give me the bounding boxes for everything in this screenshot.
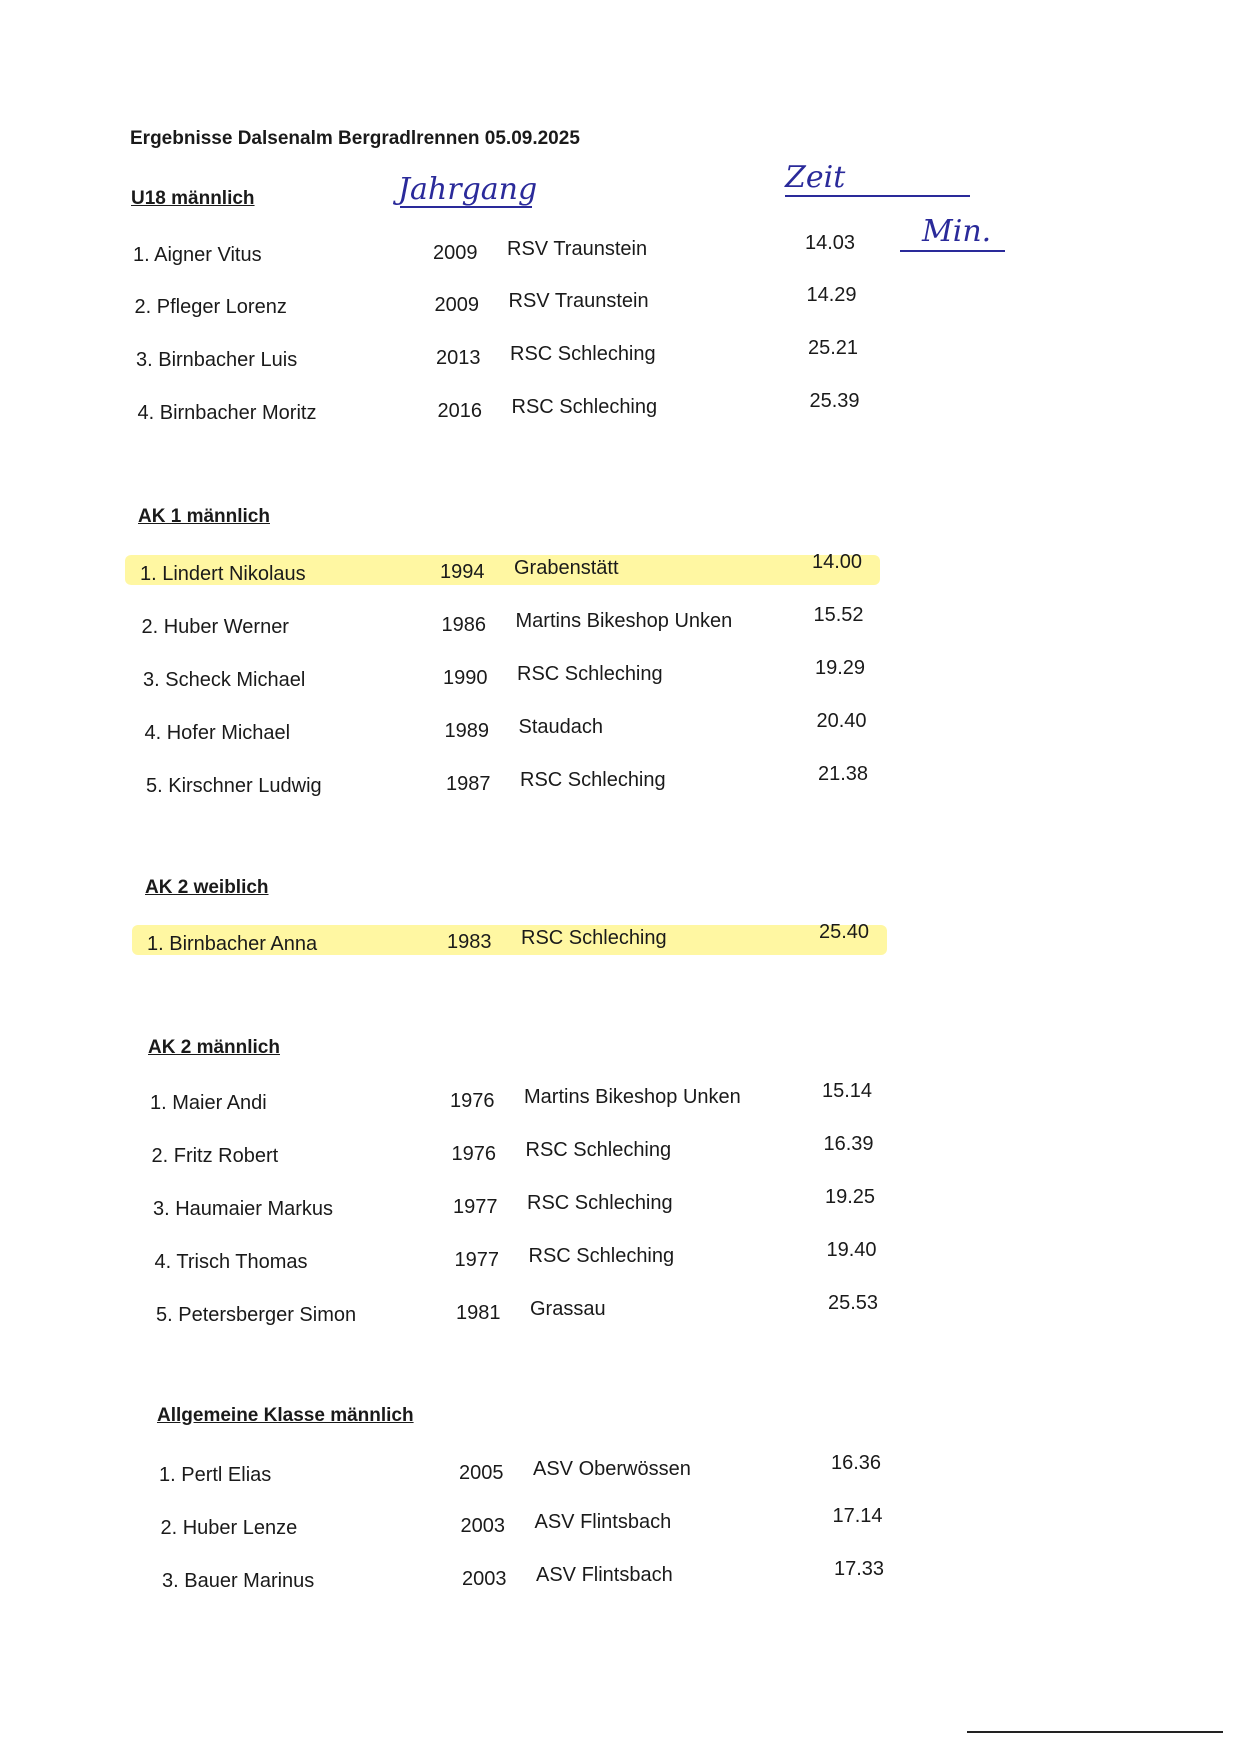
- result-time: 20.40: [816, 710, 867, 732]
- result-club: RSC Schleching: [521, 927, 667, 949]
- result-year: 1994: [440, 561, 485, 583]
- result-year: 2016: [437, 400, 483, 422]
- result-name: 3. Bauer Marinus: [162, 1570, 315, 1592]
- result-time: 14.00: [812, 551, 863, 573]
- result-time: 25.21: [808, 337, 859, 359]
- result-name: 5. Kirschner Ludwig: [146, 775, 322, 797]
- result-time: 25.39: [809, 390, 860, 412]
- result-time: 16.36: [831, 1452, 882, 1474]
- handwritten-year-label: Jahrgang: [398, 172, 538, 207]
- result-club: RSC Schleching: [520, 769, 666, 791]
- result-year: 2009: [433, 242, 478, 264]
- result-time: 17.14: [832, 1505, 883, 1527]
- result-name: 1. Birnbacher Anna: [147, 933, 318, 955]
- result-year: 1987: [446, 773, 491, 795]
- result-year: 2003: [460, 1515, 506, 1537]
- result-year: 2005: [459, 1462, 504, 1484]
- section-heading: U18 männlich: [131, 188, 255, 209]
- result-time: 17.33: [834, 1558, 885, 1580]
- section-heading: AK 1 männlich: [138, 506, 270, 527]
- handwritten-time-label: Zeit: [785, 160, 846, 195]
- result-club: ASV Oberwössen: [533, 1458, 691, 1480]
- result-club: RSC Schleching: [511, 396, 658, 418]
- result-name: 4. Birnbacher Moritz: [137, 402, 317, 424]
- result-club: Martins Bikeshop Unken: [515, 610, 733, 632]
- result-name: 1. Lindert Nikolaus: [140, 563, 306, 585]
- result-year: 1976: [451, 1143, 497, 1165]
- result-time: 15.14: [822, 1080, 873, 1102]
- result-time: 19.25: [825, 1186, 876, 1208]
- section-heading: AK 2 männlich: [148, 1037, 280, 1058]
- result-year: 1981: [456, 1302, 501, 1324]
- result-time: 15.52: [813, 604, 864, 626]
- result-time: 14.29: [806, 284, 857, 306]
- result-time: 19.40: [826, 1239, 877, 1261]
- result-name: 3. Scheck Michael: [143, 669, 306, 691]
- result-club: RSC Schleching: [528, 1245, 675, 1267]
- handwritten-underline: [400, 206, 532, 208]
- result-club: RSC Schleching: [517, 663, 663, 685]
- result-year: 1977: [453, 1196, 498, 1218]
- result-club: RSC Schleching: [510, 343, 656, 365]
- result-club: Martins Bikeshop Unken: [524, 1086, 741, 1108]
- result-club: RSC Schleching: [527, 1192, 673, 1214]
- result-name: 2. Pfleger Lorenz: [134, 296, 287, 318]
- highlight-marker: [132, 925, 887, 955]
- handwritten-underline: [900, 250, 1005, 252]
- result-club: RSV Traunstein: [508, 290, 649, 312]
- result-year: 2009: [434, 294, 480, 316]
- result-year: 1976: [450, 1090, 495, 1112]
- result-name: 3. Haumaier Markus: [153, 1198, 334, 1220]
- result-year: 1989: [444, 720, 490, 742]
- result-year: 1990: [443, 667, 488, 689]
- result-club: RSC Schleching: [525, 1139, 672, 1161]
- result-year: 2003: [462, 1568, 507, 1590]
- handwritten-underline: [785, 195, 970, 197]
- result-year: 1977: [454, 1249, 500, 1271]
- result-name: 3. Birnbacher Luis: [136, 349, 298, 371]
- footer-line: [967, 1731, 1223, 1733]
- result-year: 1983: [447, 931, 492, 953]
- result-name: 2. Huber Werner: [141, 616, 289, 638]
- result-time: 25.53: [828, 1292, 879, 1314]
- result-club: Grabenstätt: [514, 557, 619, 579]
- result-time: 16.39: [823, 1133, 874, 1155]
- highlight-marker: [125, 555, 880, 585]
- result-name: 1. Pertl Elias: [159, 1464, 272, 1486]
- result-name: 5. Petersberger Simon: [156, 1304, 357, 1326]
- result-name: 2. Fritz Robert: [151, 1145, 279, 1167]
- section-heading: AK 2 weiblich: [145, 877, 269, 898]
- result-time: 21.38: [818, 763, 869, 785]
- result-year: 2013: [436, 347, 481, 369]
- result-name: 1. Aigner Vitus: [133, 244, 262, 266]
- result-club: Grassau: [530, 1298, 606, 1320]
- result-name: 4. Hofer Michael: [144, 722, 291, 744]
- result-name: 2. Huber Lenze: [160, 1517, 298, 1539]
- result-time: 25.40: [819, 921, 870, 943]
- result-name: 4. Trisch Thomas: [154, 1251, 308, 1273]
- result-club: Staudach: [518, 716, 604, 738]
- handwritten-unit-label: Min.: [922, 214, 992, 249]
- result-year: 1986: [441, 614, 487, 636]
- section-heading: Allgemeine Klasse männlich: [157, 1405, 414, 1426]
- result-club: ASV Flintsbach: [534, 1511, 672, 1533]
- result-time: 14.03: [805, 232, 856, 254]
- result-club: ASV Flintsbach: [536, 1564, 673, 1586]
- result-time: 19.29: [815, 657, 866, 679]
- document-title: Ergebnisse Dalsenalm Bergradlrennen 05.0…: [130, 128, 580, 149]
- result-club: RSV Traunstein: [507, 238, 648, 260]
- result-name: 1. Maier Andi: [150, 1092, 267, 1114]
